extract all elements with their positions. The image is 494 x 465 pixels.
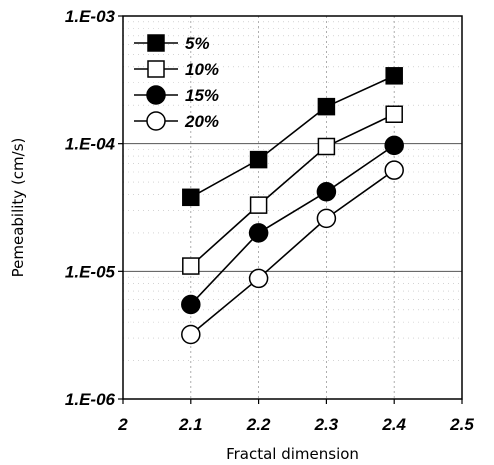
x-tick-label: 2.3 xyxy=(314,415,339,434)
data-point xyxy=(248,223,269,243)
legend-marker xyxy=(146,85,166,105)
series-line xyxy=(190,75,395,199)
series-line xyxy=(190,169,395,336)
y-tick-label: 1.E-05 xyxy=(65,262,116,281)
series-4 xyxy=(181,160,404,345)
data-point xyxy=(385,105,403,123)
x-tick-label: 2.1 xyxy=(178,415,203,434)
y-tick-label: 1.E-04 xyxy=(65,135,116,154)
x-tick-label: 2.2 xyxy=(246,415,271,434)
data-point xyxy=(385,67,403,85)
legend-label: 15% xyxy=(185,86,219,105)
x-axis-title: Fractal dimension xyxy=(226,445,359,463)
legend-marker xyxy=(146,111,166,131)
legend-label: 5% xyxy=(185,34,210,53)
legend-marker xyxy=(147,34,165,52)
data-point xyxy=(316,182,337,202)
x-axis: 2 2.1 2.2 2.3 2.4 2.5 xyxy=(117,399,474,434)
plot-area xyxy=(122,15,463,400)
series-1 xyxy=(182,67,403,207)
y-tick-label: 1.E-06 xyxy=(65,390,116,409)
grid-lines xyxy=(123,16,462,399)
data-point xyxy=(248,268,269,289)
y-axis: 1.E-06 1.E-05 1.E-04 1.E-03 xyxy=(65,7,123,409)
data-point xyxy=(316,208,337,229)
data-point xyxy=(181,324,201,345)
legend-marker xyxy=(147,60,165,78)
series-2 xyxy=(182,105,403,275)
x-tick-label: 2.4 xyxy=(381,415,406,434)
data-point xyxy=(317,137,336,156)
data-point xyxy=(384,160,404,180)
legend-item: 10% xyxy=(134,60,219,79)
data-point xyxy=(249,196,268,214)
legend-item: 20% xyxy=(134,111,219,131)
data-point xyxy=(384,135,404,156)
legend-label: 10% xyxy=(185,60,219,79)
series-line xyxy=(190,113,395,267)
data-point xyxy=(182,257,200,275)
legend-label: 20% xyxy=(184,112,219,131)
series-line xyxy=(190,144,395,306)
data-point xyxy=(249,150,268,169)
x-tick-label: 2.5 xyxy=(449,415,474,434)
series-layer xyxy=(181,67,404,345)
data-point xyxy=(317,97,336,116)
legend-item: 5% xyxy=(134,34,210,53)
data-point xyxy=(182,188,200,207)
series-3 xyxy=(181,135,404,315)
y-tick-label: 1.E-03 xyxy=(65,7,116,26)
data-point xyxy=(181,294,201,315)
legend-item: 15% xyxy=(134,85,219,105)
y-axis-title: Pemeability (cm/s) xyxy=(9,138,27,278)
legend: 5% 10% 15% 20% xyxy=(134,34,219,131)
x-tick-label: 2 xyxy=(117,415,128,434)
